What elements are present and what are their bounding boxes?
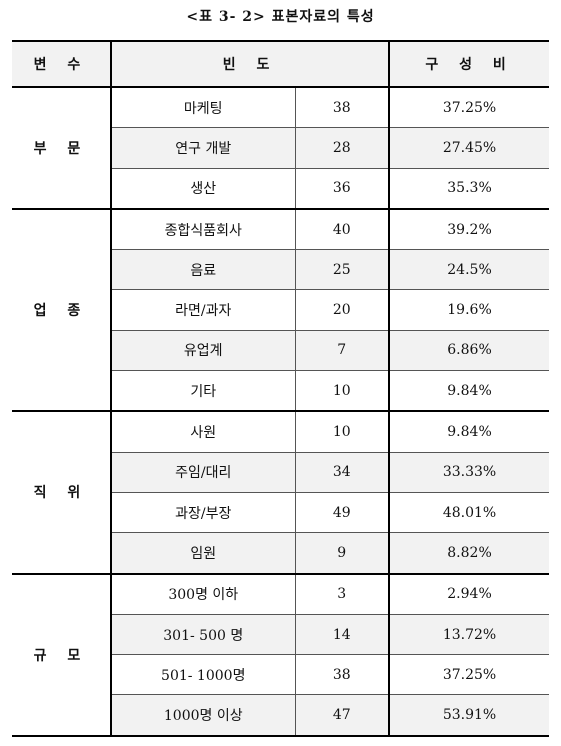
item-label-cell: 생산 bbox=[110, 167, 295, 209]
table-caption: <표 3- 2> 표본자료의 특성 bbox=[186, 9, 375, 25]
frequency-cell: 28 bbox=[294, 127, 390, 169]
ratio-cell: 53.91% bbox=[388, 694, 550, 737]
frequency-cell: 49 bbox=[294, 491, 390, 533]
ratio-cell: 37.25% bbox=[388, 654, 550, 695]
frequency-cell: 36 bbox=[294, 167, 390, 209]
ratio-cell: 35.3% bbox=[388, 167, 550, 209]
item-label-cell: 라면/과자 bbox=[110, 289, 295, 331]
ratio-cell: 6.86% bbox=[388, 329, 550, 371]
table-row: 연구 개발 28 27.45% bbox=[12, 127, 550, 169]
category-cell: 업 종 bbox=[12, 207, 111, 412]
ratio-cell: 33.33% bbox=[388, 451, 550, 493]
ratio-cell: 2.94% bbox=[388, 572, 550, 615]
frequency-cell: 47 bbox=[294, 694, 390, 737]
item-label-cell: 연구 개발 bbox=[110, 127, 295, 169]
item-label-cell: 사원 bbox=[110, 410, 295, 453]
header-frequency: 빈 도 bbox=[109, 40, 390, 88]
header-ratio: 구 성 비 bbox=[388, 40, 550, 88]
item-label-cell: 1000명 이상 bbox=[110, 694, 295, 737]
category-cell: 부 문 bbox=[12, 86, 111, 209]
table-row: 음료 25 24.5% bbox=[12, 249, 550, 290]
ratio-cell: 8.82% bbox=[388, 532, 550, 574]
item-label-cell: 마케팅 bbox=[110, 86, 295, 128]
frequency-cell: 34 bbox=[294, 451, 390, 493]
frequency-cell: 9 bbox=[294, 532, 390, 574]
table-row: 라면/과자 20 19.6% bbox=[12, 289, 550, 331]
table-row: 업 종 종합식품회사 40 39.2% bbox=[12, 207, 550, 412]
ratio-cell: 9.84% bbox=[388, 370, 550, 412]
frequency-cell: 38 bbox=[294, 86, 390, 128]
table-row: 직 위 사원 10 9.84% bbox=[12, 410, 550, 574]
ratio-cell: 19.6% bbox=[388, 289, 550, 331]
table-row: 주임/대리 34 33.33% bbox=[12, 451, 550, 493]
item-label-cell: 유업계 bbox=[110, 329, 295, 371]
table-row: 규 모 300명 이하 3 2.94% bbox=[12, 572, 550, 737]
ratio-cell: 9.84% bbox=[388, 410, 550, 453]
item-label-cell: 임원 bbox=[110, 532, 295, 574]
item-label-cell: 기타 bbox=[110, 370, 295, 412]
frequency-cell: 38 bbox=[294, 654, 390, 695]
frequency-cell: 20 bbox=[294, 289, 390, 331]
ratio-cell: 24.5% bbox=[388, 249, 550, 290]
item-label-cell: 음료 bbox=[110, 249, 295, 290]
category-cell: 규 모 bbox=[12, 572, 111, 737]
item-label-cell: 501- 1000명 bbox=[110, 654, 295, 695]
ratio-cell: 37.25% bbox=[388, 86, 550, 128]
frequency-cell: 7 bbox=[294, 329, 390, 371]
table-row: 유업계 7 6.86% bbox=[12, 329, 550, 371]
table-row: 부 문 마케팅 38 37.25% bbox=[12, 86, 550, 209]
ratio-cell: 27.45% bbox=[388, 127, 550, 169]
table-row: 기타 10 9.84% bbox=[12, 370, 550, 412]
table-row: 과장/부장 49 48.01% bbox=[12, 491, 550, 533]
ratio-cell: 39.2% bbox=[388, 207, 550, 250]
table-row: 301- 500 명 14 13.72% bbox=[12, 613, 550, 655]
frequency-cell: 10 bbox=[294, 410, 390, 453]
frequency-cell: 3 bbox=[294, 572, 390, 615]
table-row: 임원 9 8.82% bbox=[12, 532, 550, 574]
item-label-cell: 종합식품회사 bbox=[110, 207, 295, 250]
category-cell: 직 위 bbox=[12, 410, 111, 574]
item-label-cell: 주임/대리 bbox=[110, 451, 295, 493]
sample-characteristics-table: 변 수 빈 도 구 성 비 부 문 마케팅 38 37.25% 연구 개발 28 27.45… bbox=[12, 40, 550, 737]
table-row: 생산 36 35.3% bbox=[12, 167, 550, 209]
item-label-cell: 과장/부장 bbox=[110, 491, 295, 533]
item-label-cell: 300명 이하 bbox=[110, 572, 295, 615]
ratio-cell: 13.72% bbox=[388, 613, 550, 655]
header-variable: 변 수 bbox=[12, 40, 111, 88]
table-row: 501- 1000명 38 37.25% bbox=[12, 654, 550, 695]
table-row: 1000명 이상 47 53.91% bbox=[12, 694, 550, 737]
item-label-cell: 301- 500 명 bbox=[110, 613, 295, 655]
frequency-cell: 25 bbox=[294, 249, 390, 290]
header-row: 변 수 빈 도 구 성 비 bbox=[12, 40, 550, 88]
ratio-cell: 48.01% bbox=[388, 491, 550, 533]
frequency-cell: 10 bbox=[294, 370, 390, 412]
frequency-cell: 14 bbox=[294, 613, 390, 655]
frequency-cell: 40 bbox=[294, 207, 390, 250]
